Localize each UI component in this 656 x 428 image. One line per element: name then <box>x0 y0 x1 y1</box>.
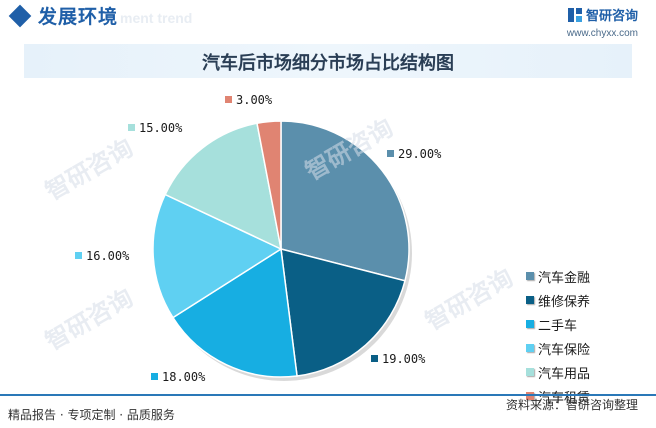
data-label: 29.00% <box>398 147 442 161</box>
pie-slice-6 <box>256 120 282 250</box>
footer-source: 资料来源：智研咨询整理 <box>505 398 638 412</box>
footer: 精品报告 · 专项定制 · 品质服务 资料来源：智研咨询整理 <box>0 394 656 428</box>
section-title: 发展环境 <box>38 6 119 28</box>
legend-label: 汽车用品 <box>538 366 591 382</box>
chart-title: 汽车后市场细分市场占比结构图 <box>202 53 454 74</box>
legend-label: 汽车金融 <box>538 270 591 286</box>
legend-swatch <box>526 344 534 352</box>
legend-label: 二手车 <box>538 318 578 334</box>
pie-chart: 29.00% 19.00% 18.00% 16.00% 15.00% 3.00% <box>75 93 442 384</box>
pie-slice-1 <box>280 120 410 282</box>
data-label: 3.00% <box>236 93 273 107</box>
legend-item: 二手车 <box>526 312 590 336</box>
data-label: 15.00% <box>139 121 183 135</box>
pie-slice-2 <box>280 247 406 377</box>
chart-title-band: 汽车后市场细分市场占比结构图 <box>24 44 632 78</box>
data-label-swatch <box>387 150 394 157</box>
legend-item: 汽车用品 <box>526 360 590 384</box>
data-label: 18.00% <box>162 370 206 384</box>
pie-slice-3 <box>171 247 298 378</box>
legend-item: 汽车金融 <box>526 264 590 288</box>
legend-swatch <box>526 392 534 400</box>
legend-swatch <box>526 368 534 376</box>
data-label-swatch <box>225 96 232 103</box>
data-label-swatch <box>75 252 82 259</box>
legend-swatch <box>526 320 534 328</box>
brand-logo-icon <box>567 7 582 22</box>
legend-item: 维修保养 <box>526 288 590 312</box>
brand-url: www.chyxx.com <box>566 28 638 39</box>
chart-area: 29.00% 19.00% 18.00% 16.00% 15.00% 3.00% 汽车金融… <box>0 84 656 406</box>
pie-slice-4 <box>152 193 283 319</box>
diamond-icon <box>8 4 32 28</box>
footer-tagline: 精品报告 · 专项定制 · 品质服务 <box>8 408 175 422</box>
section-subtitle: ment trend <box>120 10 193 26</box>
legend-label: 维修保养 <box>538 294 591 310</box>
brand: 智研咨询 <box>567 4 638 24</box>
legend-item: 汽车保险 <box>526 336 590 360</box>
data-label-swatch <box>128 124 135 131</box>
legend-swatch <box>526 296 534 304</box>
legend-swatch <box>526 272 534 280</box>
data-label-swatch <box>371 355 378 362</box>
pie-slice-5 <box>164 122 283 251</box>
brand-name: 智研咨询 <box>585 9 638 24</box>
data-label: 16.00% <box>86 249 130 263</box>
data-label: 19.00% <box>382 352 426 366</box>
header-bar: ment trend 发展环境 智研咨询 www.chyxx.com <box>0 0 656 39</box>
legend: 汽车金融 维修保养 二手车 汽车保险 汽车用品 汽车租赁 <box>526 264 590 408</box>
data-label-swatch <box>151 373 158 380</box>
legend-label: 汽车保险 <box>538 342 591 358</box>
